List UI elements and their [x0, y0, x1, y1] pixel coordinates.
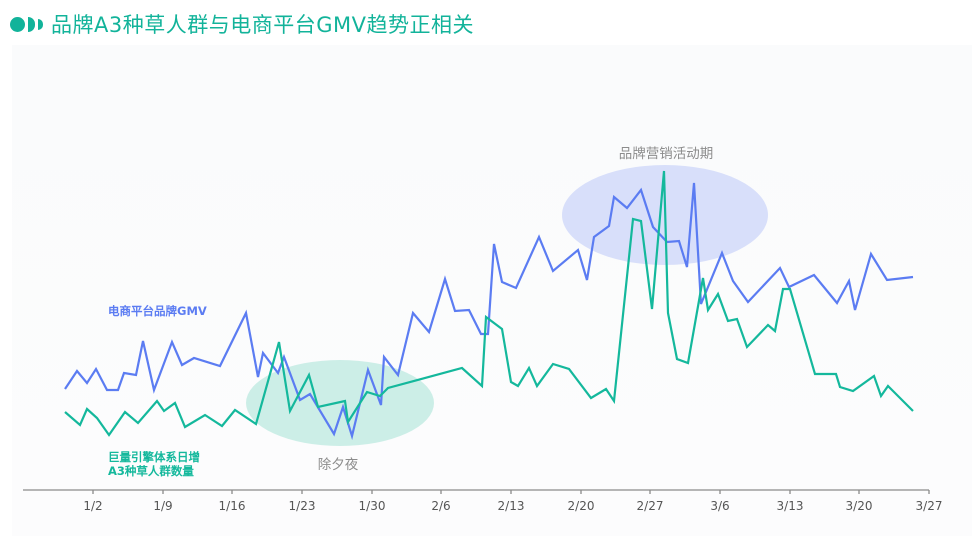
chart-header: 品牌A3种草人群与电商平台GMV趋势正相关: [10, 6, 474, 42]
gmv-series-label: 电商平台品牌GMV: [108, 304, 207, 318]
chart-title: 品牌A3种草人群与电商平台GMV趋势正相关: [51, 13, 474, 37]
series-lines: [64, 170, 914, 441]
x-axis-ticks: 1/2 1/9 1/16 1/23 1/30 2/6 2/13 2/20 2/27 3/6 3/13…: [83, 490, 942, 513]
x-tick-label: 1/2: [83, 499, 102, 513]
x-tick-label: 2/20: [568, 499, 595, 513]
x-tick-label: 1/9: [153, 499, 172, 513]
a3-series-label-line1: 巨量引擎体系日增: [108, 450, 200, 464]
three-dots-logo-icon: [10, 16, 43, 32]
a3-series-label-line2: A3种草人群数量: [108, 464, 194, 478]
gmv-series-line: [64, 182, 914, 441]
x-tick-label: 1/16: [219, 499, 246, 513]
annotation-ellipses: [246, 165, 768, 446]
x-tick-label: 2/27: [637, 499, 664, 513]
x-tick-label: 3/20: [846, 499, 873, 513]
x-tick-label: 2/13: [498, 499, 525, 513]
x-tick-label: 1/23: [289, 499, 316, 513]
x-tick-label: 3/6: [710, 499, 729, 513]
spring-festival-annotation: 除夕夜: [318, 457, 359, 473]
x-tick-label: 3/27: [916, 499, 943, 513]
x-tick-label: 2/6: [431, 499, 450, 513]
x-tick-label: 3/13: [777, 499, 804, 513]
a3-series-line: [64, 170, 914, 437]
x-tick-label: 1/30: [359, 499, 386, 513]
campaign-period-annotation: 品牌营销活动期: [619, 145, 714, 162]
